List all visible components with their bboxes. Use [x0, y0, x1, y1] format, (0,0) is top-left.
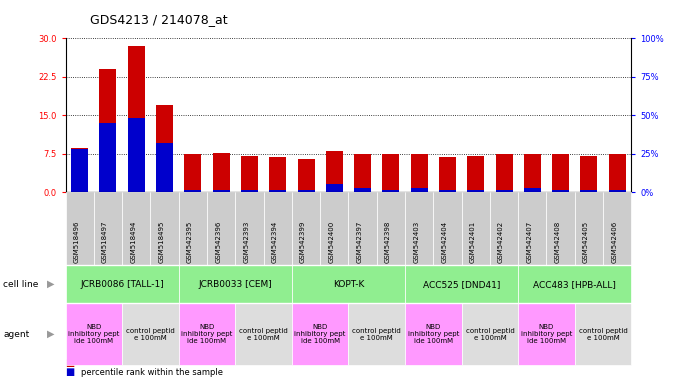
- Bar: [184, 154, 201, 192]
- Bar: [552, 190, 569, 192]
- Bar: [439, 157, 456, 192]
- Bar: [241, 190, 258, 192]
- Bar: [156, 143, 173, 192]
- Bar: [524, 188, 541, 192]
- Text: percentile rank within the sample: percentile rank within the sample: [81, 368, 223, 377]
- Text: GSM518496: GSM518496: [74, 220, 80, 263]
- Bar: [580, 190, 598, 192]
- Text: KOPT-K: KOPT-K: [333, 280, 364, 289]
- Bar: [213, 190, 230, 192]
- Text: GSM542398: GSM542398: [385, 221, 391, 263]
- Text: GSM542396: GSM542396: [215, 221, 221, 263]
- Bar: [580, 156, 598, 192]
- Text: JCRB0033 [CEM]: JCRB0033 [CEM]: [199, 280, 272, 289]
- Text: cell line: cell line: [3, 280, 39, 289]
- Bar: [99, 69, 117, 192]
- Bar: [467, 190, 484, 192]
- Text: GSM542400: GSM542400: [328, 221, 335, 263]
- Text: ■: ■: [66, 367, 75, 377]
- Bar: [269, 157, 286, 192]
- Bar: [213, 152, 230, 192]
- Text: ■: ■: [66, 358, 75, 368]
- Text: GSM542395: GSM542395: [187, 221, 193, 263]
- Text: NBD
inhibitory pept
ide 100mM: NBD inhibitory pept ide 100mM: [408, 324, 459, 344]
- Text: GSM542399: GSM542399: [300, 221, 306, 263]
- Text: GSM542405: GSM542405: [583, 221, 589, 263]
- Text: count: count: [81, 358, 104, 367]
- Bar: [241, 156, 258, 192]
- Text: NBD
inhibitory pept
ide 100mM: NBD inhibitory pept ide 100mM: [295, 324, 346, 344]
- Bar: [609, 190, 626, 192]
- Bar: [326, 184, 343, 192]
- Text: GSM518494: GSM518494: [130, 221, 137, 263]
- Bar: [326, 151, 343, 192]
- Bar: [354, 188, 371, 192]
- Bar: [71, 149, 88, 192]
- Bar: [552, 154, 569, 192]
- Text: control peptid
e 100mM: control peptid e 100mM: [579, 328, 627, 341]
- Text: ▶: ▶: [47, 329, 55, 339]
- Text: NBD
inhibitory pept
ide 100mM: NBD inhibitory pept ide 100mM: [181, 324, 233, 344]
- Text: GSM542397: GSM542397: [357, 221, 363, 263]
- Bar: [524, 154, 541, 192]
- Bar: [128, 118, 145, 192]
- Bar: [354, 154, 371, 192]
- Text: GSM542402: GSM542402: [498, 221, 504, 263]
- Text: GSM542407: GSM542407: [526, 221, 533, 263]
- Text: ACC525 [DND41]: ACC525 [DND41]: [423, 280, 500, 289]
- Bar: [128, 46, 145, 192]
- Text: control peptid
e 100mM: control peptid e 100mM: [466, 328, 514, 341]
- Bar: [297, 159, 315, 192]
- Bar: [467, 156, 484, 192]
- Bar: [439, 190, 456, 192]
- Bar: [411, 154, 428, 192]
- Bar: [269, 190, 286, 192]
- Text: GSM542408: GSM542408: [555, 221, 560, 263]
- Text: GDS4213 / 214078_at: GDS4213 / 214078_at: [90, 13, 227, 26]
- Bar: [71, 149, 88, 192]
- Bar: [495, 154, 513, 192]
- Text: control peptid
e 100mM: control peptid e 100mM: [126, 328, 175, 341]
- Bar: [184, 190, 201, 192]
- Text: GSM542404: GSM542404: [442, 221, 448, 263]
- Text: GSM518495: GSM518495: [159, 221, 164, 263]
- Text: GSM542401: GSM542401: [470, 221, 476, 263]
- Bar: [495, 190, 513, 192]
- Text: JCRB0086 [TALL-1]: JCRB0086 [TALL-1]: [80, 280, 164, 289]
- Text: control peptid
e 100mM: control peptid e 100mM: [353, 328, 401, 341]
- Bar: [382, 154, 400, 192]
- Text: GSM542403: GSM542403: [413, 221, 419, 263]
- Text: control peptid
e 100mM: control peptid e 100mM: [239, 328, 288, 341]
- Text: GSM542406: GSM542406: [611, 221, 618, 263]
- Bar: [297, 190, 315, 192]
- Text: ACC483 [HPB-ALL]: ACC483 [HPB-ALL]: [533, 280, 616, 289]
- Text: NBD
inhibitory pept
ide 100mM: NBD inhibitory pept ide 100mM: [68, 324, 119, 344]
- Text: agent: agent: [3, 329, 30, 339]
- Bar: [411, 188, 428, 192]
- Bar: [382, 190, 400, 192]
- Bar: [609, 154, 626, 192]
- Bar: [156, 105, 173, 192]
- Text: GSM542394: GSM542394: [272, 221, 277, 263]
- Text: ▶: ▶: [47, 279, 55, 289]
- Text: GSM518497: GSM518497: [102, 220, 108, 263]
- Text: GSM542393: GSM542393: [244, 221, 249, 263]
- Text: NBD
inhibitory pept
ide 100mM: NBD inhibitory pept ide 100mM: [521, 324, 572, 344]
- Bar: [99, 123, 117, 192]
